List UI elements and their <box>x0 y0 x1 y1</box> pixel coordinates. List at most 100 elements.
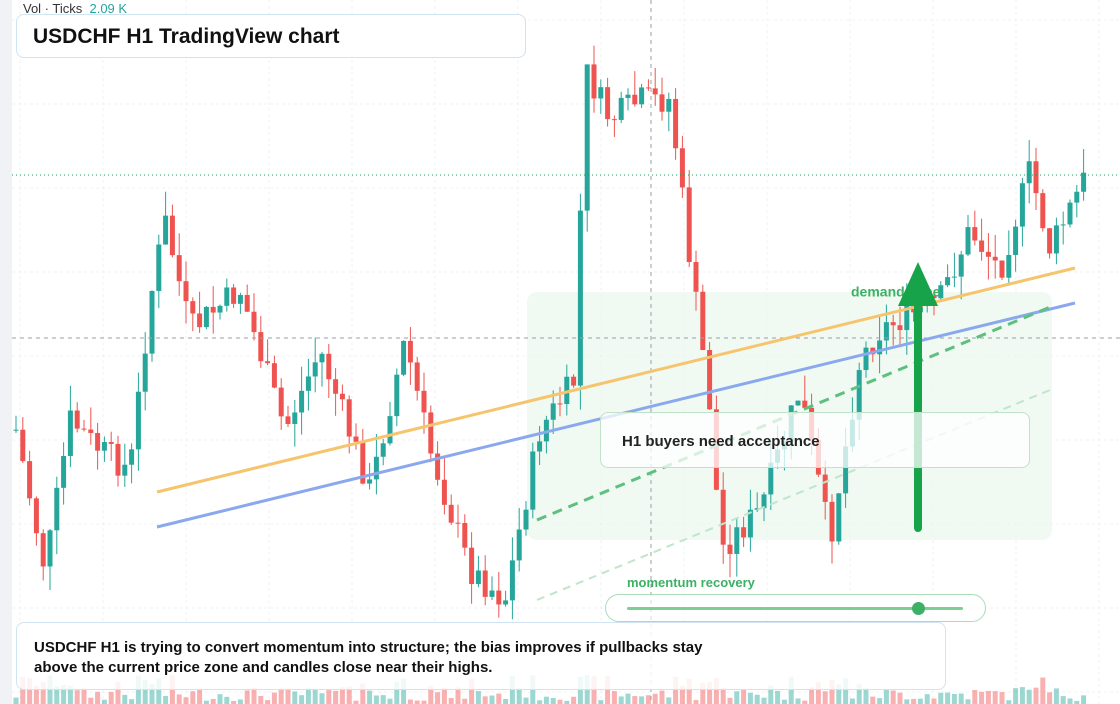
volume-bar <box>856 684 862 704</box>
volume-bar <box>945 692 951 704</box>
candle-body <box>163 215 169 245</box>
candle-body <box>720 489 726 545</box>
volume-bar <box>775 690 781 704</box>
volume-bar <box>999 692 1005 704</box>
candle-body <box>475 570 481 584</box>
volume-bar <box>679 685 685 704</box>
candle-body <box>258 332 264 362</box>
candle-body <box>61 455 67 488</box>
volume-bar <box>1081 695 1087 704</box>
slider-knob[interactable] <box>912 602 925 615</box>
volume-bar <box>1040 677 1046 704</box>
candle-body <box>346 399 352 437</box>
volume-bar <box>407 699 413 704</box>
volume-bar <box>285 688 291 704</box>
candle-body <box>1040 193 1046 229</box>
candle-body <box>401 340 407 375</box>
volume-bar <box>265 700 271 704</box>
candle-body <box>645 87 651 89</box>
candle-body <box>197 313 203 328</box>
candle-body <box>224 287 230 306</box>
candle-body <box>673 98 679 149</box>
candle-body <box>135 391 141 450</box>
volume-bar <box>394 681 400 704</box>
volume-bar <box>81 688 87 704</box>
volume-bar <box>1019 687 1025 704</box>
volume-bar <box>27 678 33 704</box>
volume-bar <box>489 695 495 704</box>
volume-bar <box>802 700 808 704</box>
volume-bar <box>666 697 672 704</box>
candle-body <box>67 410 73 456</box>
candle-body <box>129 449 135 465</box>
candle-body <box>679 148 685 188</box>
candle-body <box>958 254 964 277</box>
volume-bar <box>611 691 617 704</box>
callout: H1 buyers need acceptance <box>622 433 820 450</box>
candle-body <box>251 311 257 333</box>
candle-body <box>217 305 223 313</box>
volume-bar <box>190 691 196 704</box>
candle-body <box>1019 183 1025 227</box>
candle-body <box>523 509 529 530</box>
candle-body <box>734 527 740 554</box>
candle-body <box>299 390 305 413</box>
volume-bar <box>237 699 243 704</box>
candle-body <box>339 393 345 400</box>
volume-bar <box>475 691 481 704</box>
candle-body <box>550 403 556 420</box>
volume-bar <box>979 691 985 704</box>
volume-bar <box>292 691 298 704</box>
candle-body <box>802 400 808 408</box>
volume-bar <box>591 676 597 704</box>
candle-body <box>414 362 420 391</box>
candle-body <box>795 400 801 406</box>
volume-bar <box>659 690 665 704</box>
candle-body <box>686 187 692 263</box>
candle-body <box>761 494 767 509</box>
candle-body <box>360 441 366 484</box>
callout-box: H1 buyers need acceptance <box>600 412 1030 468</box>
volume-bar <box>203 700 209 704</box>
candle-body <box>938 285 944 299</box>
volume-bar <box>1060 696 1066 704</box>
title-box: USDCHF H1 TradingView chart <box>16 14 526 58</box>
candle-body <box>407 340 413 363</box>
volume-bar <box>360 683 366 704</box>
volume-bar <box>244 690 250 704</box>
candle-body <box>897 325 903 331</box>
volume-bar <box>380 695 386 704</box>
volume-bar <box>496 693 502 704</box>
volume-bar <box>251 687 257 704</box>
candle-body <box>1026 161 1032 184</box>
volume-bar <box>686 678 692 704</box>
candle-body <box>469 547 475 584</box>
candle-body <box>768 462 774 495</box>
candle-body <box>142 353 148 392</box>
candle-body <box>985 251 991 257</box>
slider-label: momentum recovery <box>627 575 755 590</box>
candle-body <box>333 379 339 394</box>
summary-box: USDCHF H1 is trying to convert momentum … <box>16 622 946 690</box>
slider[interactable] <box>605 594 986 622</box>
volume-bar <box>163 695 169 704</box>
volume-bar <box>149 683 155 704</box>
volume-bar <box>258 695 264 704</box>
candle-body <box>639 87 645 105</box>
candle-body <box>979 240 985 252</box>
candle-body <box>877 340 883 355</box>
candle-body <box>992 256 998 261</box>
candle-body <box>462 523 468 548</box>
candle-body <box>496 590 502 605</box>
volume-bar <box>1067 698 1073 704</box>
candle-body <box>265 361 271 364</box>
candle-body <box>829 501 835 542</box>
candle-body <box>13 429 19 431</box>
volume-bar <box>428 685 434 704</box>
volume-bar <box>883 689 889 704</box>
candle-body <box>176 255 182 282</box>
candle-body <box>190 301 196 314</box>
volume-bar <box>938 692 944 704</box>
candle-body <box>81 428 87 430</box>
candle-body <box>95 432 101 451</box>
